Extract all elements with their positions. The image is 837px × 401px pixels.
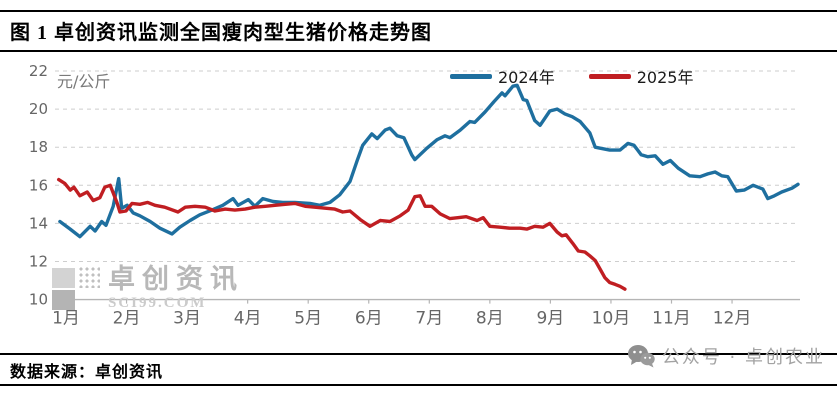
x-axis-label: 7月 [415,309,443,329]
x-axis-label: 9月 [536,309,564,329]
x-axis-label: 8月 [476,309,504,329]
chart-area: 22 20 18 16 14 12 10 1月 2月 3月 4月 5月 6月 7月 8月 9月 10月 11月 12… [0,44,837,344]
legend-item-2025: 2025年 [588,64,694,88]
legend-swatch [450,73,492,79]
x-axis-label: 2月 [113,309,141,329]
legend-label-2024: 2024年 [498,68,555,87]
y-axis-label: 16 [29,176,48,194]
x-axis-label: 10月 [592,309,631,329]
title-block: 图 1 卓创资讯监测全国瘦肉型生猪价格走势图 [0,10,837,52]
x-axis-label: 11月 [652,309,691,329]
x-axis-label: 1月 [52,309,80,329]
footer-bar: 数据来源：卓创资讯 [0,353,837,386]
y-axis-label: 22 [29,62,48,80]
y-axis-label: 12 [29,253,48,271]
legend-item-2024: 2024年 [450,64,555,88]
series-line-2024年 [58,83,800,239]
y-axis-label: 20 [29,100,48,118]
x-axis-label: 6月 [355,309,383,329]
legend-label-2025: 2025年 [636,68,694,87]
chart-legend: 2024年 2025年 [450,64,693,88]
legend-swatch [588,73,631,79]
data-source-label: 数据来源：卓创资讯 [10,363,164,381]
y-axis-unit-label: 元/公斤 [57,72,111,91]
y-axis-label: 18 [29,138,48,156]
y-axis-label: 10 [29,291,48,309]
y-axis-label: 14 [29,214,48,232]
figure-title: 图 1 卓创资讯监测全国瘦肉型生猪价格走势图 [10,22,432,44]
x-axis-label: 4月 [234,309,262,329]
series-line-2025年 [57,177,627,291]
x-axis-label: 3月 [173,309,201,329]
x-axis-label: 12月 [713,309,752,329]
x-axis-label: 5月 [294,309,322,329]
